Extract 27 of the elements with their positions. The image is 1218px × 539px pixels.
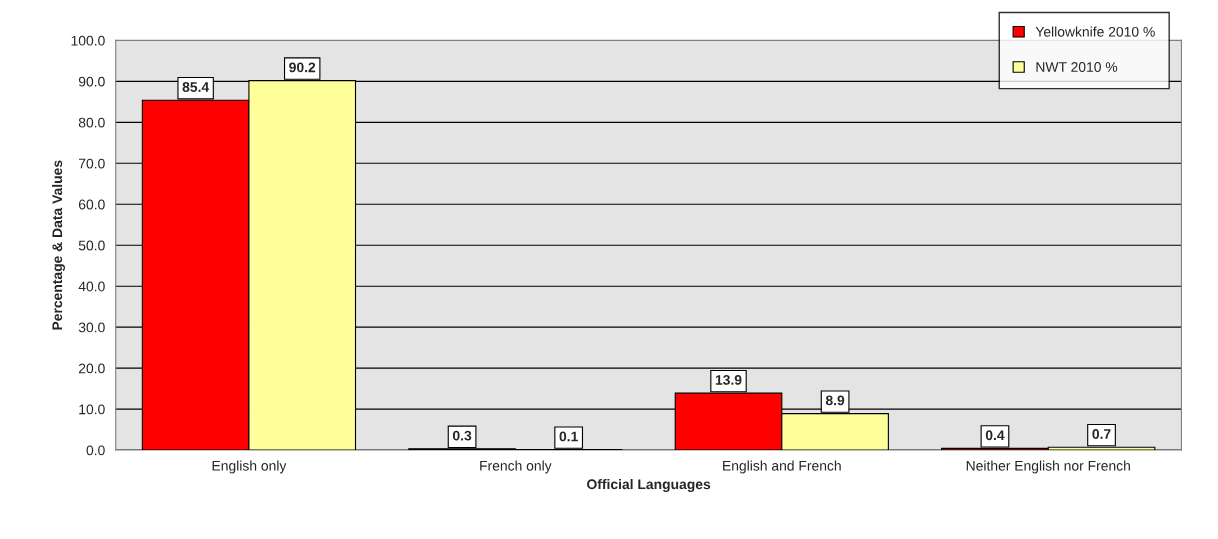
y-tick-label: 40.0 — [78, 281, 105, 292]
x-tick-label: English and French — [723, 460, 841, 474]
x-tick-label: Neither English nor French — [966, 460, 1130, 474]
data-label: 8.9 — [825, 395, 845, 406]
data-label: 13.9 — [715, 374, 742, 385]
data-label: 90.2 — [289, 62, 316, 73]
y-tick-label: 90.0 — [78, 76, 105, 87]
y-axis-title: Percentage & Data Values — [51, 160, 65, 330]
data-label: 0.7 — [1092, 429, 1111, 439]
x-tick-label: English only — [212, 460, 287, 474]
legend-label: Yellowknife 2010 % — [1035, 26, 1155, 37]
y-tick-label: 0.0 — [86, 445, 105, 456]
y-tick-label: 20.0 — [78, 363, 105, 374]
y-tick-label: 70.0 — [78, 158, 105, 169]
x-tick-label: French only — [480, 460, 552, 474]
y-tick-label: 50.0 — [78, 240, 105, 251]
y-tick-label: 10.0 — [79, 404, 105, 415]
data-label: 0.4 — [985, 430, 1005, 441]
y-tick-label: 60.0 — [78, 199, 105, 210]
x-axis-title: Official Languages — [587, 478, 711, 492]
y-tick-label: 100.0 — [71, 35, 105, 46]
y-tick-label: 30.0 — [78, 322, 105, 333]
data-label: 0.3 — [452, 430, 472, 441]
data-label: 0.1 — [559, 431, 578, 442]
legend-label: NWT 2010 % — [1036, 62, 1118, 72]
data-label: 85.4 — [182, 82, 210, 92]
y-tick-label: 80.0 — [78, 117, 105, 128]
